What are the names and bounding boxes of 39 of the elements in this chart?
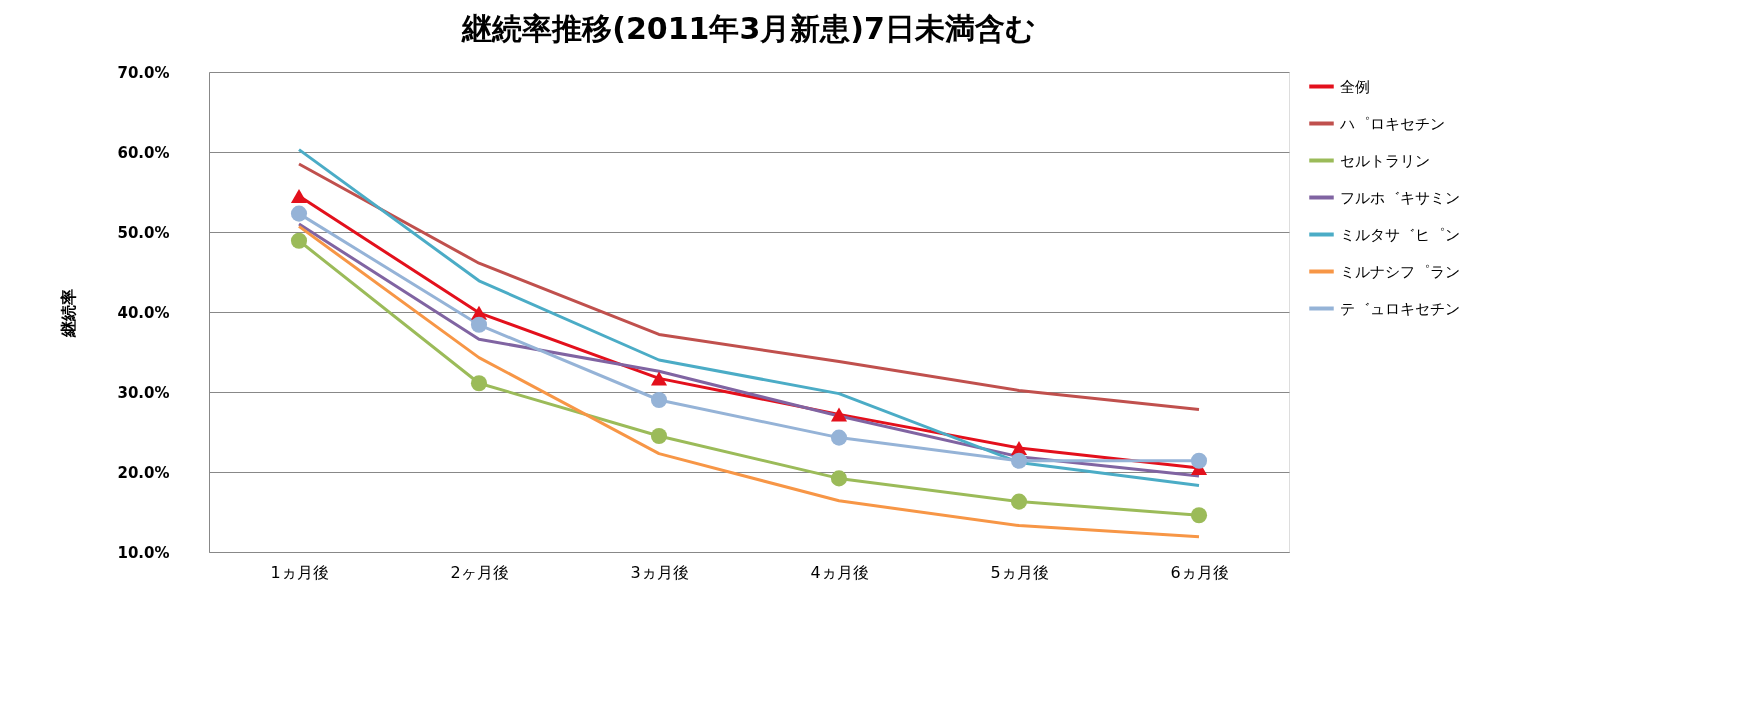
point	[830, 470, 848, 487]
x-tick-label: 5ヵ月後	[990, 562, 1049, 582]
y-axis-title: 継続率	[59, 288, 79, 338]
point	[650, 427, 668, 445]
point	[650, 391, 668, 409]
chart-title: 継続率推移(2011年3月新患)7日未満含む	[461, 11, 1036, 46]
point	[1190, 507, 1208, 524]
x-tick-label: 4ヵ月後	[810, 562, 869, 582]
legend-label: ミルナシフ゜ラン	[1340, 262, 1460, 281]
x-tick-label: 3ヵ月後	[630, 562, 689, 582]
legend-label: 全例	[1340, 77, 1370, 96]
legend-label: ハ゜ロキセチン	[1339, 114, 1445, 133]
point	[650, 371, 668, 386]
line-series	[297, 162, 1201, 412]
y-tick-label: 30.0%	[117, 383, 170, 402]
point	[1010, 493, 1028, 510]
y-tick-label: 70.0%	[117, 63, 170, 82]
y-tick-label: 20.0%	[117, 463, 170, 482]
y-tick-label: 50.0%	[117, 223, 170, 242]
y-tick-label: 60.0%	[117, 143, 170, 162]
point	[830, 407, 848, 422]
point	[1190, 452, 1208, 469]
legend-label: セルトラリン	[1340, 151, 1430, 170]
point	[290, 189, 308, 203]
x-tick-label: 1ヵ月後	[270, 562, 329, 582]
legend-label: フルホ゛キサミン	[1340, 188, 1460, 207]
legend-label: テ゛ュロキセチン	[1340, 299, 1460, 318]
x-tick-label: 2ヶ月後	[450, 562, 509, 582]
point	[470, 375, 488, 392]
point	[290, 232, 308, 249]
y-tick-label: 40.0%	[117, 303, 170, 322]
line-series	[297, 148, 1201, 488]
point	[470, 316, 488, 333]
x-tick-label: 6ヵ月後	[1170, 562, 1229, 582]
y-tick-label: 10.0%	[117, 543, 170, 562]
point	[290, 205, 308, 222]
point	[1010, 452, 1028, 469]
point	[830, 429, 848, 446]
legend-label: ミルタサ゛ヒ゜ン	[1340, 225, 1460, 244]
